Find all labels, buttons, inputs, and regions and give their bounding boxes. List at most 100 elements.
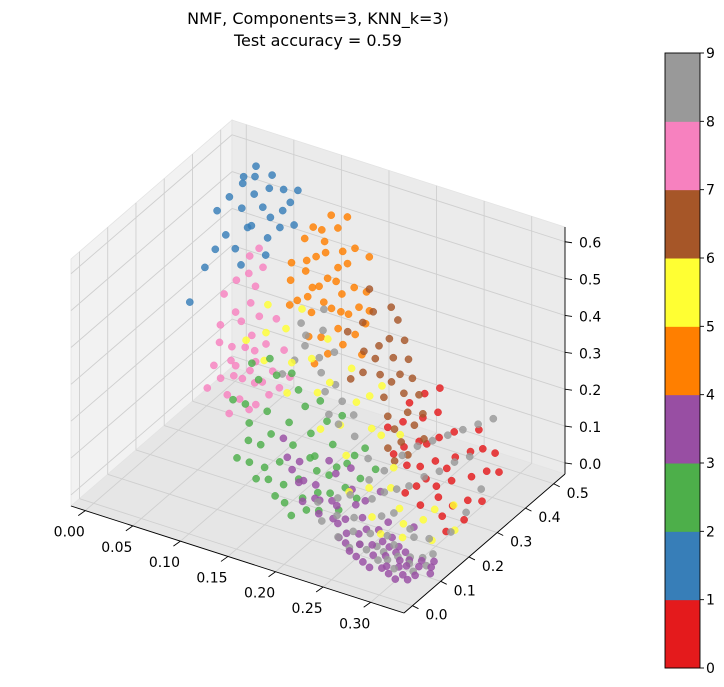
scatter-point xyxy=(231,361,240,370)
scatter-point xyxy=(378,382,386,390)
scatter-point xyxy=(251,400,260,409)
scatter-point xyxy=(225,409,233,418)
scatter-point xyxy=(450,428,459,436)
grid-line xyxy=(231,244,566,353)
scatter-point xyxy=(256,440,265,449)
scatter-point xyxy=(244,436,253,445)
scatter-point xyxy=(286,276,295,285)
scatter-point xyxy=(347,464,355,472)
scatter-point xyxy=(280,346,288,354)
scatter-point xyxy=(396,370,404,379)
scatter-point xyxy=(383,423,392,432)
scatter-point xyxy=(220,290,228,298)
scatter-point xyxy=(334,224,342,232)
scatter-point xyxy=(346,375,355,383)
scatter-point xyxy=(250,346,259,355)
colorbar-tick-label: 3 xyxy=(706,456,715,472)
x-tick-mark xyxy=(220,556,229,562)
scatter-point xyxy=(383,412,392,421)
scatter-points xyxy=(185,162,503,584)
scatter-point xyxy=(341,515,350,524)
grid-line xyxy=(70,134,233,275)
scatter-point xyxy=(334,263,342,272)
scatter-point xyxy=(303,292,312,301)
scatter-point xyxy=(330,348,339,357)
scatter-point xyxy=(365,476,373,484)
scatter-point xyxy=(419,516,428,524)
scatter-point xyxy=(237,317,246,326)
scatter-point xyxy=(467,472,476,481)
scatter-point xyxy=(266,213,275,222)
x-axis-line xyxy=(70,505,405,614)
y-tick-label: 0.2 xyxy=(482,559,504,575)
scatter-point xyxy=(389,450,398,458)
grid-line xyxy=(70,318,233,459)
scatter-point xyxy=(389,353,398,362)
colorbar-tick-label: 8 xyxy=(706,114,715,130)
scatter-point xyxy=(380,488,389,497)
scatter-point xyxy=(238,179,247,188)
scatter-point xyxy=(399,417,407,426)
scatter-point xyxy=(410,421,419,430)
scatter-point xyxy=(332,501,341,510)
scatter-point xyxy=(365,563,374,572)
scatter-point xyxy=(390,425,399,433)
scatter-point xyxy=(394,316,402,324)
grid-line xyxy=(70,171,233,311)
scatter-point xyxy=(278,206,287,215)
scatter-point xyxy=(399,520,408,528)
scatter-point xyxy=(359,368,367,377)
y-tick-label: 0.3 xyxy=(510,535,532,551)
grid-line xyxy=(231,355,566,464)
scatter-point xyxy=(408,374,417,383)
scatter-point xyxy=(390,457,399,465)
colorbar-tick-label: 7 xyxy=(706,183,715,199)
scatter-point xyxy=(406,525,414,533)
scatter-point xyxy=(301,267,310,275)
scatter-point xyxy=(420,435,428,443)
scatter-point xyxy=(311,481,320,489)
scatter-point xyxy=(266,354,274,363)
y-tick-mark xyxy=(440,580,447,585)
scatter-point xyxy=(326,489,334,498)
y-tick-mark xyxy=(468,556,476,561)
z-tick-label: 0.2 xyxy=(579,383,601,399)
scatter-point xyxy=(243,223,252,232)
3d-axes: 0.000.050.100.150.200.250.30 0.00.10.20.… xyxy=(54,119,601,632)
x-tick-mark xyxy=(315,586,324,593)
scatter-point xyxy=(289,441,297,449)
axis-lines xyxy=(70,227,566,614)
scatter-point xyxy=(323,349,332,358)
z-tick-label: 0.1 xyxy=(579,420,601,436)
scatter-point xyxy=(327,211,336,219)
scatter-point xyxy=(244,269,253,278)
scatter-point xyxy=(295,457,304,466)
scatter-point xyxy=(435,433,443,442)
grid-line xyxy=(231,171,566,280)
scatter-point xyxy=(288,465,296,474)
scatter-point xyxy=(366,529,375,538)
colorbar-segment xyxy=(665,463,700,532)
scatter-point xyxy=(436,384,444,392)
x-tick-label: 0.15 xyxy=(196,570,227,586)
scatter-point xyxy=(317,333,325,342)
scatter-point xyxy=(339,340,347,349)
scatter-point xyxy=(387,378,396,386)
scatter-point xyxy=(427,563,436,572)
scatter-point xyxy=(450,458,459,466)
scatter-point xyxy=(287,358,296,367)
x-tick-mark xyxy=(125,525,134,532)
scatter-point xyxy=(358,318,367,327)
x-tick-mark xyxy=(363,601,371,608)
scatter-point xyxy=(320,237,329,246)
scatter-point xyxy=(314,498,322,506)
scatter-point xyxy=(312,466,321,475)
scatter-point xyxy=(298,497,307,506)
scatter-point xyxy=(402,562,411,570)
scatter-point xyxy=(271,492,279,500)
scatter-point xyxy=(334,324,342,333)
scatter-point xyxy=(231,244,240,253)
z-tick-label: 0.6 xyxy=(579,236,601,252)
scatter-point xyxy=(264,300,272,309)
scatter-point xyxy=(434,493,443,502)
